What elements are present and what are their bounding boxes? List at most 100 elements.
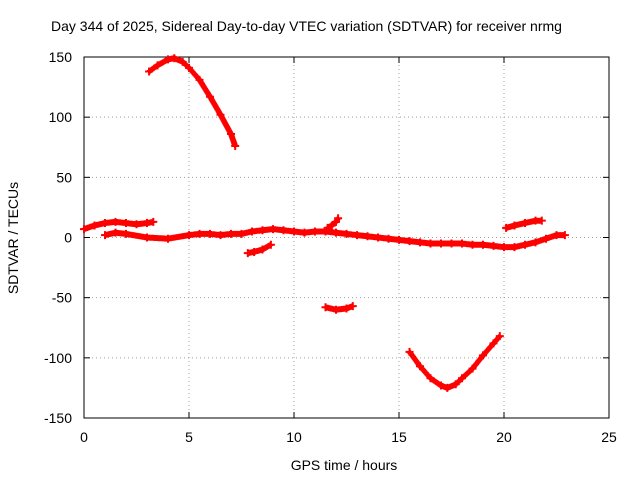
data-point — [374, 233, 382, 242]
data-point — [170, 54, 179, 63]
data-point — [437, 381, 445, 390]
data-point — [342, 229, 351, 238]
data-point — [185, 63, 193, 72]
series-arc-A — [80, 217, 158, 234]
data-point — [451, 380, 460, 389]
data-point — [332, 228, 340, 237]
data-point — [489, 339, 498, 348]
chart-title: Day 344 of 2025, Sidereal Day-to-day VTE… — [51, 18, 562, 34]
data-point — [258, 226, 267, 235]
x-tick-label: 10 — [286, 429, 302, 445]
data-point — [416, 362, 424, 371]
data-point — [250, 247, 259, 256]
y-tick-label: 100 — [49, 109, 73, 125]
data-point — [353, 231, 361, 240]
data-point — [443, 383, 452, 392]
data-point — [269, 225, 277, 234]
x-tick-label: 0 — [80, 429, 88, 445]
data-point — [243, 249, 252, 258]
data-point — [468, 240, 477, 249]
y-tick-labels: -150 -100 -50 0 50 100 150 — [44, 49, 72, 426]
data-point — [531, 238, 540, 247]
data-point — [231, 142, 240, 151]
data-point — [416, 238, 424, 247]
data-point — [521, 240, 529, 249]
data-point — [542, 234, 550, 243]
y-tick-label: -50 — [52, 290, 72, 306]
data-point — [132, 220, 141, 229]
y-tick-label: -150 — [44, 410, 72, 426]
data-point — [143, 219, 151, 228]
data-point — [405, 237, 414, 246]
data-point — [363, 232, 372, 241]
data-point — [495, 332, 504, 341]
data-point — [332, 305, 340, 314]
data-point — [101, 219, 109, 228]
data-point — [195, 229, 204, 238]
data-point — [145, 67, 154, 76]
series-band — [146, 55, 238, 148]
data-point — [447, 239, 456, 248]
data-point — [537, 216, 546, 225]
x-axis-label: GPS time / hours — [291, 457, 398, 473]
x-tick-label: 25 — [601, 429, 617, 445]
data-point — [216, 110, 225, 119]
data-point — [164, 55, 172, 64]
data-point — [80, 225, 88, 234]
y-tick-label: 150 — [49, 49, 73, 65]
data-point — [560, 231, 569, 240]
data-point — [185, 231, 193, 240]
data-point — [311, 227, 319, 236]
data-point — [237, 229, 246, 238]
data-point — [164, 234, 172, 243]
data-point — [348, 302, 357, 311]
data-point — [384, 234, 393, 243]
data-point — [122, 219, 130, 228]
data-point — [111, 217, 120, 226]
data-point — [327, 221, 336, 230]
data-point — [290, 227, 298, 236]
data-point — [458, 239, 466, 248]
data-point — [500, 243, 508, 252]
y-axis-label: SDTVAR / TECUs — [5, 182, 21, 294]
data-point — [489, 241, 498, 250]
x-tick-label: 20 — [496, 429, 512, 445]
data-point — [426, 239, 435, 248]
y-tick-label: 0 — [64, 230, 72, 246]
data-point — [342, 304, 351, 313]
data-point — [334, 214, 343, 223]
data-point — [405, 347, 414, 356]
series-arc-H — [502, 216, 546, 232]
axis-ticks — [83, 56, 610, 419]
series-arc-F — [321, 302, 357, 314]
data-point — [510, 221, 519, 230]
data-point — [227, 130, 235, 139]
y-tick-label: -100 — [44, 350, 72, 366]
data-point — [437, 239, 445, 248]
series-arc-B — [101, 225, 569, 252]
data-point — [216, 231, 225, 240]
data-point — [479, 351, 487, 360]
data-point — [143, 233, 151, 242]
y-tick-label: 50 — [56, 169, 72, 185]
series-arc-E — [323, 214, 343, 232]
data-point — [206, 229, 214, 238]
data-point — [552, 231, 561, 240]
data-point — [149, 217, 158, 226]
data-point — [195, 75, 204, 84]
data-point — [227, 229, 235, 238]
series-arc-G — [405, 332, 504, 392]
data-series — [80, 54, 569, 392]
data-point — [206, 92, 214, 101]
data-point — [111, 228, 120, 237]
data-point — [300, 228, 309, 237]
data-point — [178, 57, 187, 66]
data-point — [468, 364, 477, 373]
x-tick-label: 5 — [185, 429, 193, 445]
data-point — [153, 61, 162, 70]
series-arc-C — [145, 54, 240, 151]
x-tick-label: 15 — [391, 429, 407, 445]
x-tick-labels: 0 5 10 15 20 25 — [80, 429, 617, 445]
data-point — [458, 374, 466, 383]
